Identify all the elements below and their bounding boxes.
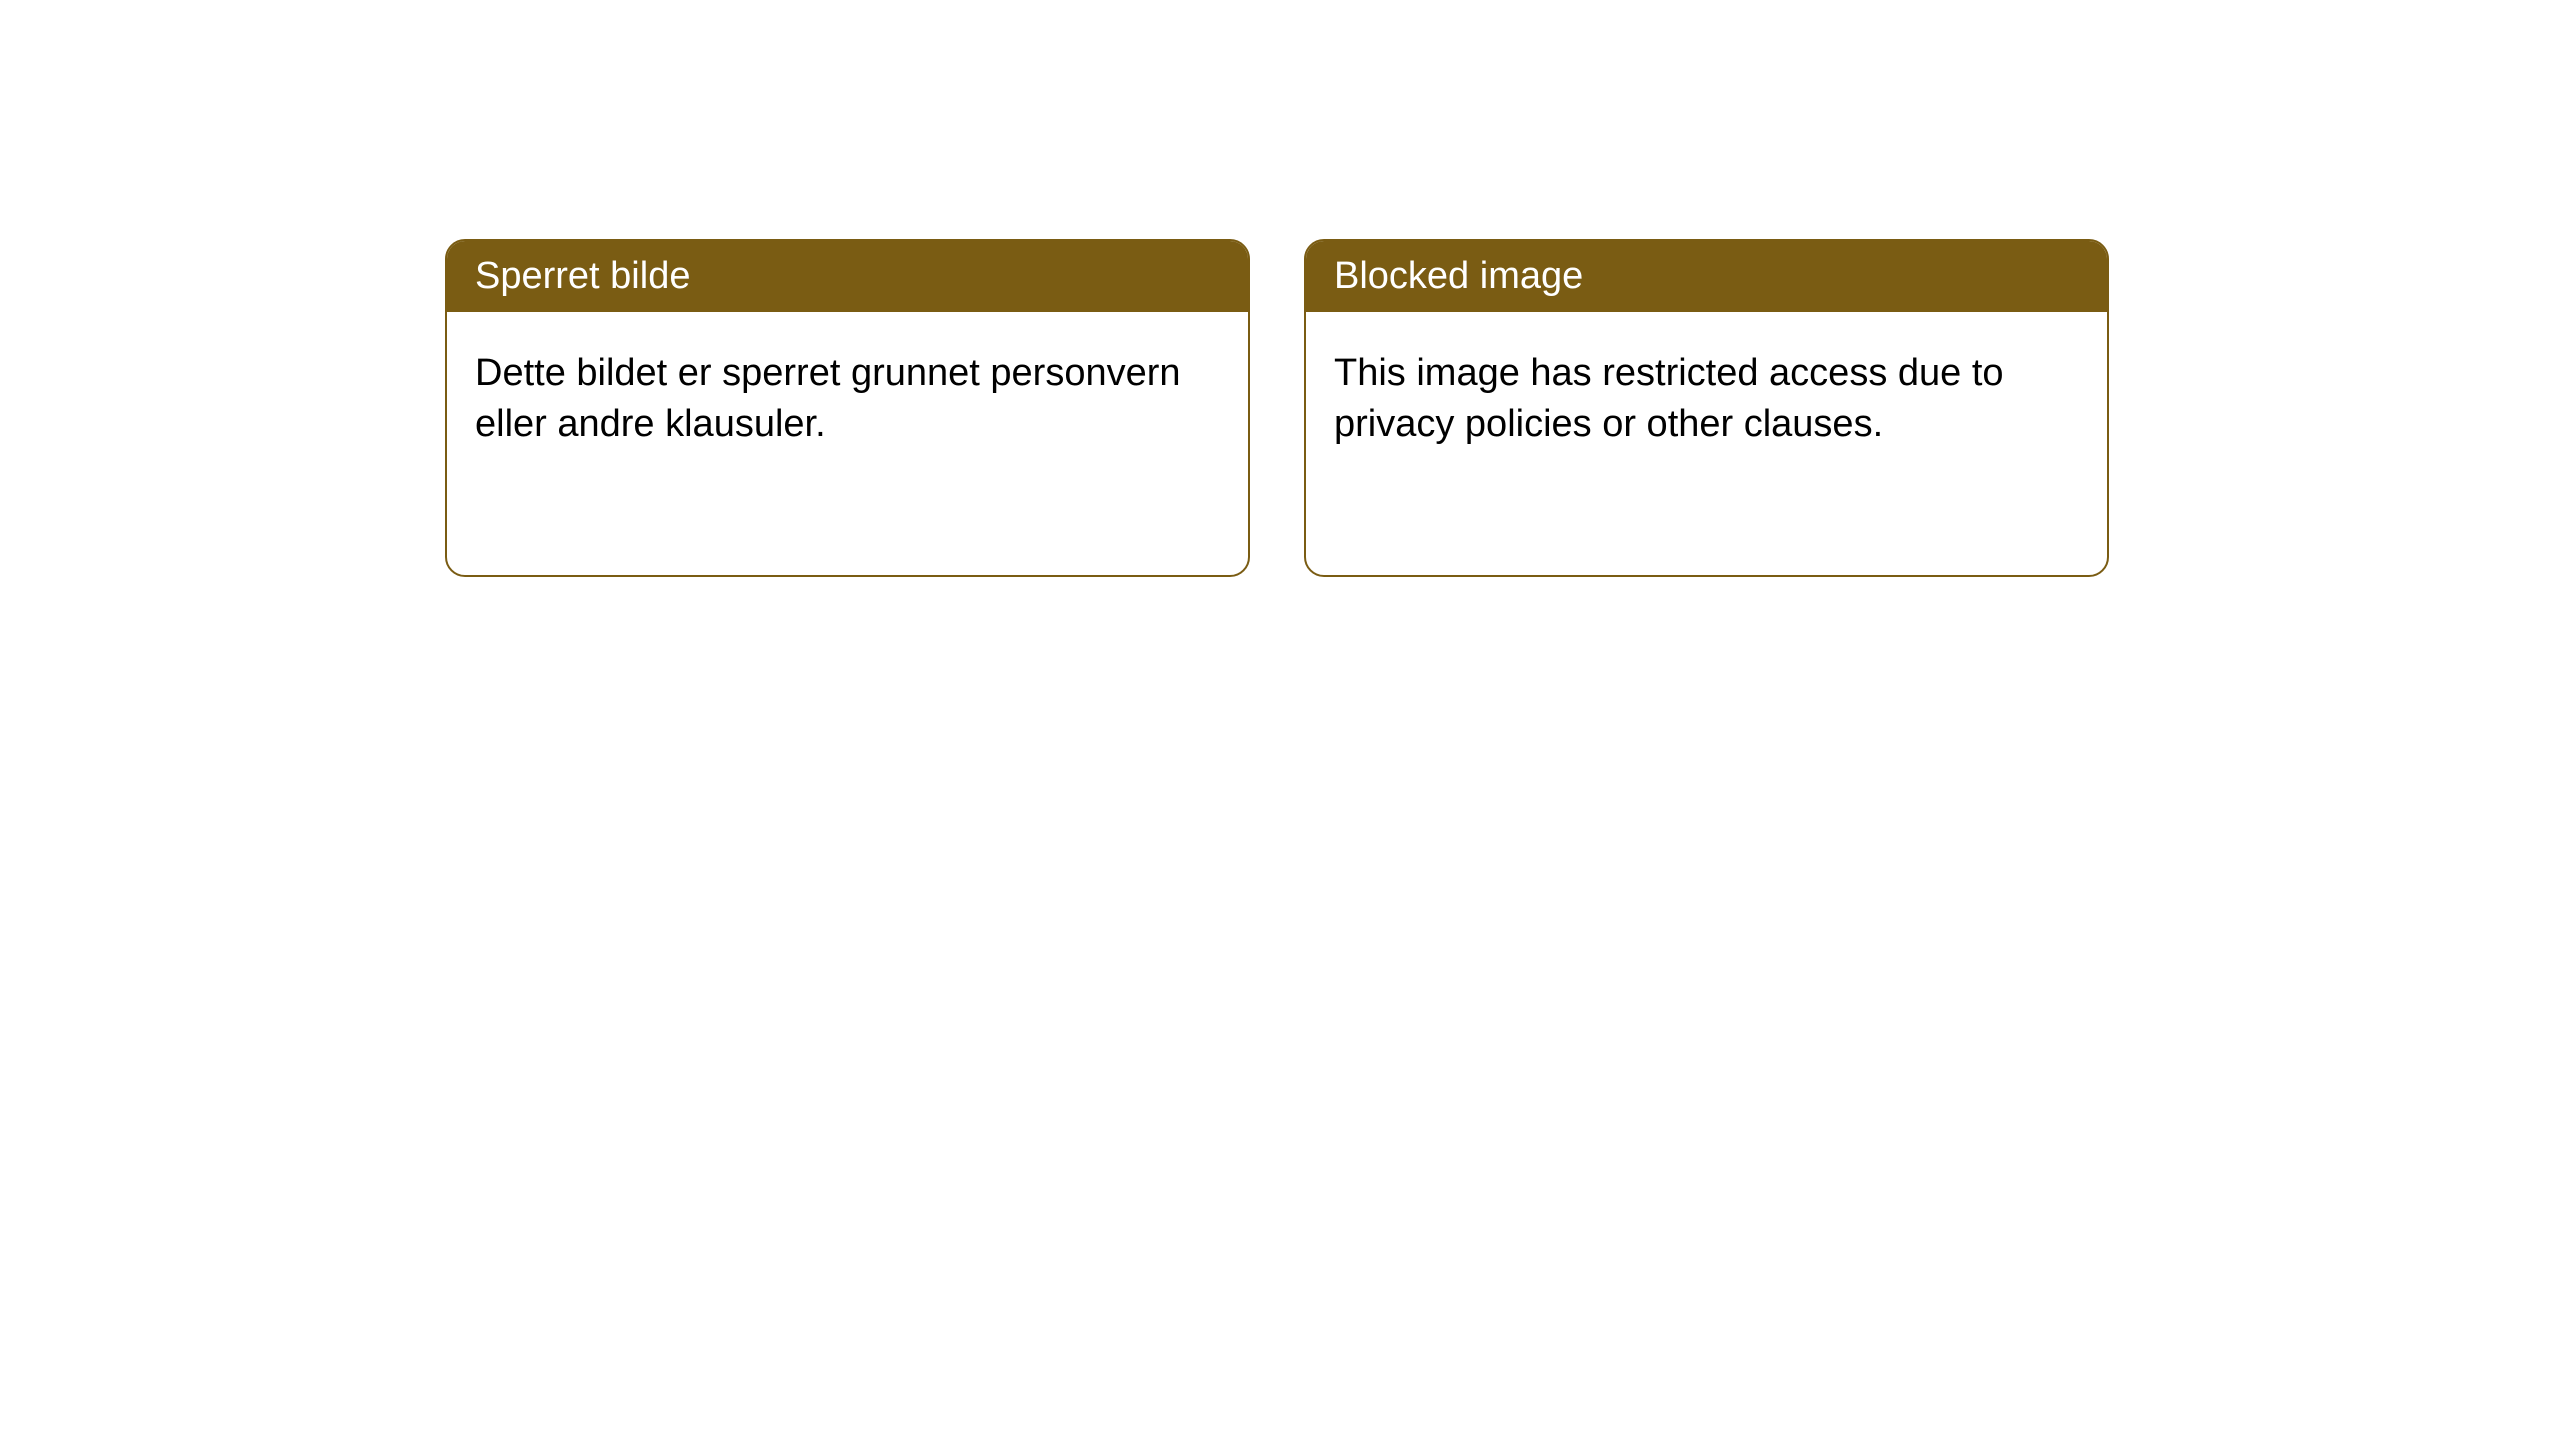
card-english: Blocked image This image has restricted … (1304, 239, 2109, 577)
card-body-english: This image has restricted access due to … (1306, 312, 2107, 487)
card-header-norwegian: Sperret bilde (447, 241, 1248, 312)
card-header-english: Blocked image (1306, 241, 2107, 312)
card-norwegian: Sperret bilde Dette bildet er sperret gr… (445, 239, 1250, 577)
cards-container: Sperret bilde Dette bildet er sperret gr… (445, 239, 2109, 577)
card-body-norwegian: Dette bildet er sperret grunnet personve… (447, 312, 1248, 487)
